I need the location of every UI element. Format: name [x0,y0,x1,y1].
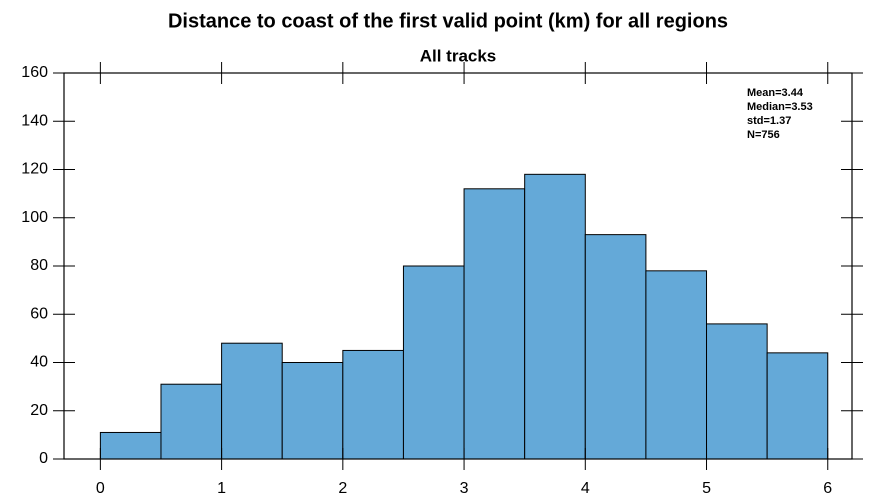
annotation: std=1.37 [747,115,791,127]
bar [221,342,283,460]
bar [463,188,526,460]
x-tick-label: 5 [702,480,711,497]
y-tick-label: 160 [21,64,48,81]
annotation: N=756 [747,129,780,141]
bar [584,234,647,460]
chart-title: Distance to coast of the first valid poi… [168,10,728,32]
y-tick-label: 80 [30,257,48,274]
bar [524,173,586,460]
bar [99,431,162,460]
bar [402,265,465,460]
x-tick-label: 6 [823,480,832,497]
y-tick-label: 120 [21,161,48,178]
bar [706,323,768,460]
bar [645,270,708,460]
annotation: Mean=3.44 [747,87,804,99]
y-tick-label: 60 [30,305,48,322]
bar [766,352,829,460]
x-tick-label: 0 [96,480,105,497]
y-tick-label: 0 [39,450,48,467]
bar [281,362,344,460]
x-tick-label: 4 [581,480,590,497]
x-tick-label: 2 [338,480,347,497]
y-tick-label: 100 [21,209,48,226]
x-tick-label: 3 [460,480,469,497]
x-tick-label: 1 [217,480,226,497]
y-tick-label: 20 [30,402,48,419]
bar [160,383,223,460]
bar [342,349,404,460]
y-tick-label: 40 [30,354,48,371]
chart-subtitle: All tracks [420,46,497,65]
y-tick-label: 140 [21,112,48,129]
annotation: Median=3.53 [747,101,813,113]
